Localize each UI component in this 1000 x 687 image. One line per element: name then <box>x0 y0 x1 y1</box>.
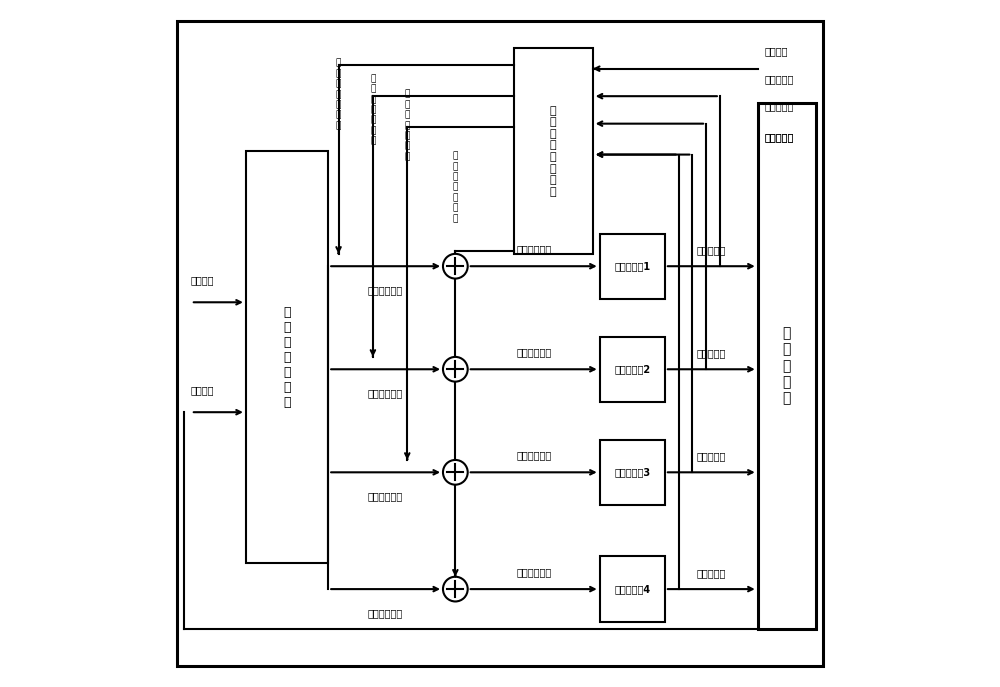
Circle shape <box>443 460 468 485</box>
Text: 电机基础扭矩: 电机基础扭矩 <box>368 388 403 398</box>
Text: 驱动轴扭矩: 驱动轴扭矩 <box>697 348 726 359</box>
Text: 小齿轮转速: 小齿轮转速 <box>764 132 794 142</box>
Text: 电机输入扭矩: 电机输入扭矩 <box>516 567 551 577</box>
Text: 驱动子系统4: 驱动子系统4 <box>614 584 650 594</box>
Text: 小齿轮转速: 小齿轮转速 <box>764 132 794 142</box>
Text: 刀盘转速: 刀盘转速 <box>191 385 214 395</box>
Text: 驱动轴扭矩: 驱动轴扭矩 <box>697 568 726 578</box>
Circle shape <box>443 357 468 381</box>
Text: 电机基础扭矩: 电机基础扭矩 <box>368 492 403 502</box>
Text: 驱动子系统1: 驱动子系统1 <box>614 261 650 271</box>
Bar <box>600 556 665 622</box>
Text: 刀
盘
大
齿
圈: 刀 盘 大 齿 圈 <box>783 326 791 405</box>
Text: 小齿轮转速: 小齿轮转速 <box>764 101 794 111</box>
Text: 驱动轴扭矩: 驱动轴扭矩 <box>697 451 726 462</box>
Text: 电
机
扭
矩
协
调
量: 电 机 扭 矩 协 调 量 <box>336 59 341 130</box>
Text: 小齿轮转速: 小齿轮转速 <box>764 74 794 84</box>
Text: 电机基础扭矩: 电机基础扭矩 <box>368 609 403 618</box>
Text: 驱动子系统2: 驱动子系统2 <box>614 364 650 374</box>
Text: 期望转速: 期望转速 <box>191 275 214 285</box>
Text: 刀盘转速: 刀盘转速 <box>764 46 788 56</box>
Text: 驱动轴扭矩: 驱动轴扭矩 <box>697 245 726 255</box>
Text: 驱动子系统3: 驱动子系统3 <box>614 467 650 477</box>
Text: 电机基础扭矩: 电机基础扭矩 <box>368 285 403 295</box>
Text: 电
机
扭
矩
协
调
量: 电 机 扭 矩 协 调 量 <box>370 74 376 146</box>
Bar <box>246 151 328 563</box>
Text: 电机输入扭矩: 电机输入扭矩 <box>516 244 551 254</box>
Text: 电
机
扭
矩
协
调
量: 电 机 扭 矩 协 调 量 <box>405 90 410 161</box>
Circle shape <box>443 254 468 279</box>
Circle shape <box>443 577 468 602</box>
Bar <box>514 48 593 254</box>
Text: 电机输入扭矩: 电机输入扭矩 <box>516 450 551 460</box>
Text: 驱
动
轴
扭
矩
协
调
层: 驱 动 轴 扭 矩 协 调 层 <box>550 106 557 196</box>
Bar <box>600 440 665 505</box>
Text: 刀
盘
转
速
控
制
层: 刀 盘 转 速 控 制 层 <box>283 306 291 409</box>
Bar <box>600 234 665 299</box>
Bar <box>600 337 665 402</box>
Text: 电
机
扭
矩
协
调
量: 电 机 扭 矩 协 调 量 <box>453 152 458 223</box>
Text: 电机输入扭矩: 电机输入扭矩 <box>516 347 551 357</box>
Bar <box>758 103 816 629</box>
